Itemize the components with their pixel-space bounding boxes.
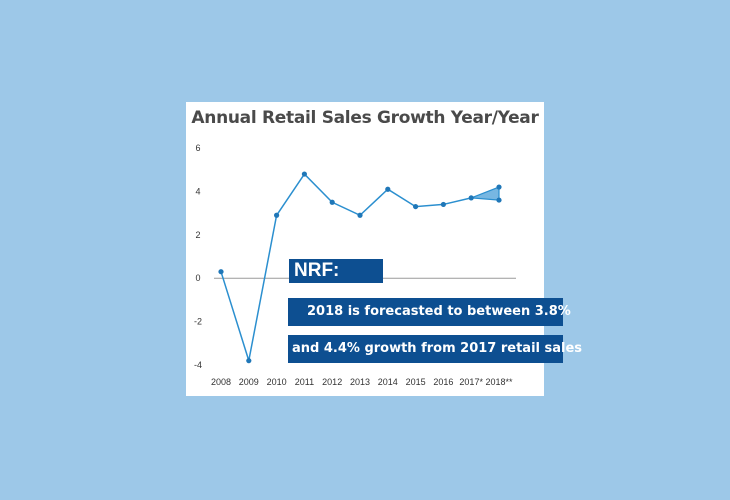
- forecast-low-point: [496, 197, 502, 203]
- x-tick-label: 2010: [267, 377, 287, 387]
- data-point: [357, 212, 363, 218]
- y-tick-label: 6: [195, 143, 200, 153]
- x-tick-label: 2017*: [459, 377, 483, 387]
- data-point: [385, 186, 391, 192]
- data-point: [468, 195, 474, 201]
- x-tick-label: 2008: [211, 377, 231, 387]
- series-line: [220, 172, 472, 361]
- data-point: [413, 203, 419, 210]
- data-point: [274, 212, 280, 218]
- data-point: [440, 201, 446, 208]
- data-point: [329, 199, 335, 205]
- forecast-banner-line-1: 2018 is forecasted to between 3.8%: [288, 298, 571, 326]
- x-tick-label: 2015: [406, 377, 426, 387]
- x-tick-label: 2018**: [485, 377, 513, 387]
- forecast-range-area: [470, 186, 500, 201]
- forecast-high-point: [496, 184, 502, 190]
- x-tick-label: 2009: [239, 377, 259, 387]
- data-point: [246, 358, 252, 364]
- chart-title: Annual Retail Sales Growth Year/Year: [191, 108, 539, 128]
- y-tick-label: 0: [195, 273, 200, 283]
- x-tick-label: 2014: [378, 377, 398, 387]
- nrf-banner-heading: NRF:: [289, 259, 383, 283]
- x-tick-label: 2013: [350, 377, 370, 387]
- data-point: [218, 269, 224, 275]
- y-tick-label: 2: [195, 230, 200, 240]
- y-tick-label: 4: [195, 186, 200, 196]
- x-tick-label: 2012: [322, 377, 342, 387]
- forecast-banner-line-2: and 4.4% growth from 2017 retail sales: [288, 335, 582, 363]
- y-tick-label: -2: [194, 317, 202, 327]
- x-tick-label: 2011: [295, 377, 314, 387]
- y-tick-label: -4: [194, 360, 202, 370]
- data-point: [301, 171, 307, 177]
- x-tick-label: 2016: [433, 377, 453, 387]
